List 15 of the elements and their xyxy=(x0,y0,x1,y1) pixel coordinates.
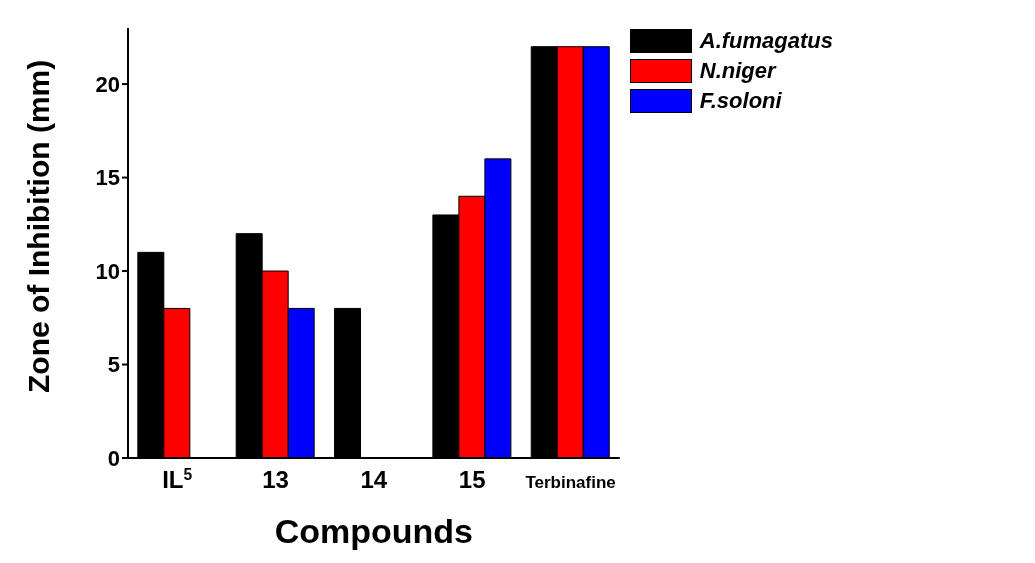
x-axis-title: Compounds xyxy=(274,512,474,550)
y-tick-label: 10 xyxy=(95,258,120,284)
legend-label: A.fumagatus xyxy=(699,28,833,54)
legend-label: N.niger xyxy=(699,58,776,84)
legend-label: F.soloni xyxy=(699,88,782,114)
x-tick-label: Terbinafine xyxy=(525,473,616,492)
y-tick-label: 5 xyxy=(107,352,120,378)
x-tick-label: 13 xyxy=(262,466,289,493)
x-tick-label: 14 xyxy=(360,466,388,493)
y-axis-title: Zone of Inhibition (mm) xyxy=(21,59,55,393)
y-tick-label: 15 xyxy=(95,165,120,191)
x-tick-label: IL$^{5}$ xyxy=(162,465,193,493)
x-tick-label: 15 xyxy=(458,466,486,493)
y-tick-label: 0 xyxy=(107,445,120,471)
y-tick-label: 20 xyxy=(95,71,120,97)
